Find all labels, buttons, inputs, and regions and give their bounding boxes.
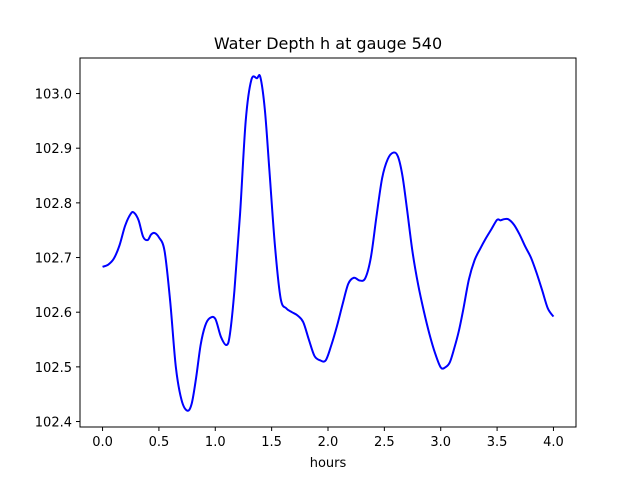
x-tick-label: 4.0 [543, 435, 564, 450]
y-tick-label: 102.6 [35, 306, 72, 321]
x-tick-label: 1.5 [261, 435, 282, 450]
y-tick-label: 102.4 [35, 416, 72, 431]
y-tick-label: 102.7 [35, 252, 72, 267]
x-tick-label: 1.0 [205, 435, 226, 450]
x-tick-label: 3.5 [487, 435, 508, 450]
x-tick-label: 2.0 [318, 435, 339, 450]
x-axis: 0.0 0.5 1.0 1.5 2.0 2.5 3.0 3.5 4.0 [92, 427, 564, 450]
plot-area [102, 74, 555, 412]
y-tick-label: 102.9 [35, 142, 72, 157]
x-tick-label: 3.0 [430, 435, 451, 450]
chart-title: Water Depth h at gauge 540 [214, 34, 442, 53]
x-tick-label: 2.5 [374, 435, 395, 450]
y-tick-label: 102.5 [35, 361, 72, 376]
series-line [102, 74, 555, 412]
x-tick-label: 0.0 [92, 435, 113, 450]
axes-frame [79, 57, 577, 428]
x-tick-label: 0.5 [149, 435, 170, 450]
x-axis-label: hours [310, 456, 347, 471]
y-axis: 102.4 102.5 102.6 102.7 102.8 102.9 103.0 [35, 88, 80, 431]
y-tick-label: 102.8 [35, 197, 72, 212]
y-tick-label: 103.0 [35, 88, 72, 103]
